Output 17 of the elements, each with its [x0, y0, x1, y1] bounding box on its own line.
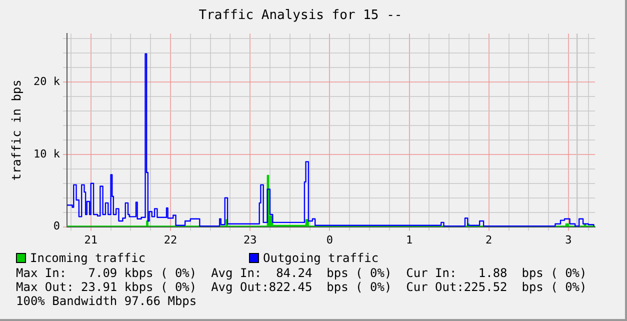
- y-tick-label: 20 k: [34, 74, 60, 88]
- text: 100% Bandwidth 97.66 Mbps: [16, 294, 198, 308]
- x-tick-label: 2: [486, 233, 492, 246]
- legend-label: Incoming traffic: [30, 251, 146, 265]
- chart-title: Traffic Analysis for 15 --: [198, 8, 402, 24]
- text: Max In: 7.09 kbps ( 0%) Avg In: 84.24 bps ( 0%) Cur In: 1.88 bps ( 0%): [16, 266, 588, 280]
- y-tick-label: 0: [53, 220, 60, 233]
- x-tick-label: 1: [406, 233, 413, 246]
- text: Max Out: 23.91 kbps ( 0%) Avg Out:822.45 bps ( 0%) Cur Out:225.52 bps ( 0%): [16, 280, 588, 294]
- legend-label: Outgoing traffic: [263, 251, 379, 265]
- x-tick-label: 0: [326, 233, 333, 246]
- x-tick-label: 22: [164, 233, 178, 246]
- y-tick-label: 10 k: [34, 147, 60, 160]
- y-axis-title: traffic in bps: [9, 80, 24, 181]
- x-tick-label: 3: [565, 233, 572, 246]
- x-tick-label: 21: [84, 233, 98, 246]
- x-tick-label: 23: [243, 233, 257, 246]
